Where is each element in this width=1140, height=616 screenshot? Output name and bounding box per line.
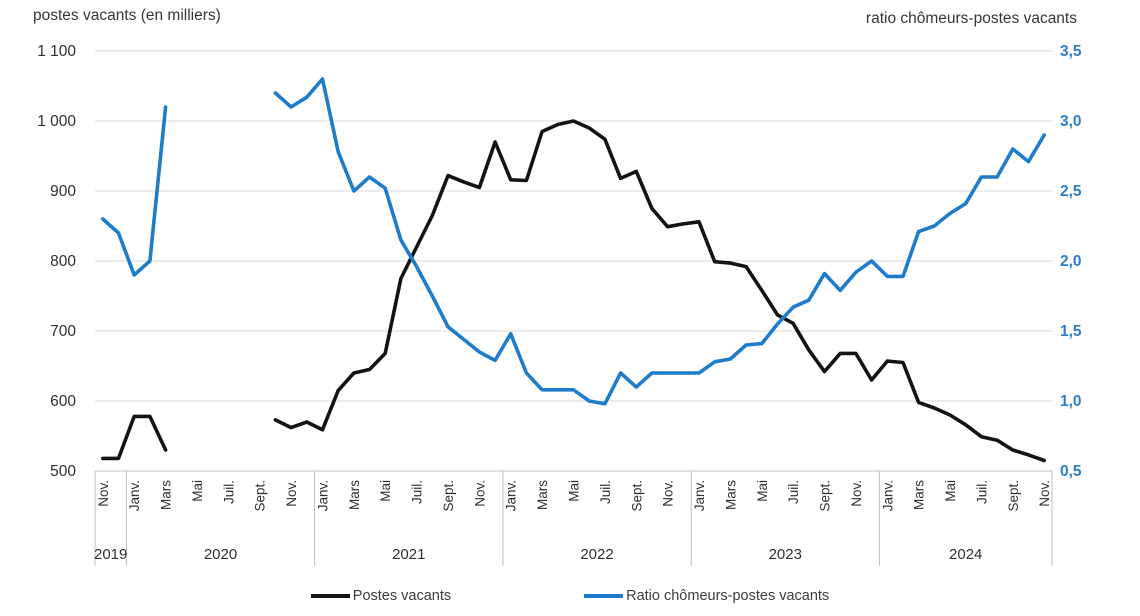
legend-item-postes-vacants: Postes vacants	[310, 588, 452, 604]
year-label: 2019	[94, 546, 127, 563]
series-line-postes-vacants	[101, 119, 1046, 463]
x-axis-tick-label: Mars	[347, 480, 362, 510]
legend: Postes vacants Ratio chômeurs-postes vac…	[0, 588, 1140, 604]
x-axis-tick-label: Mai	[567, 480, 582, 502]
x-axis-tick-label: Nov.	[284, 480, 299, 507]
x-axis-tick-label: Janv.	[315, 480, 330, 511]
x-axis-tick-label: Sept.	[818, 480, 833, 512]
x-axis-tick-label: Juil.	[410, 480, 425, 504]
x-axis-tick-label: Juil.	[598, 480, 613, 504]
year-label: 2023	[769, 546, 802, 563]
x-axis-tick-label: Nov.	[1037, 480, 1052, 507]
right-axis-tick-label: 3,0	[1060, 113, 1082, 130]
left-axis-tick-label: 1 000	[37, 113, 76, 130]
legend-line-swatch-black	[310, 594, 350, 598]
x-axis-tick-label: Nov.	[96, 480, 111, 507]
x-axis-tick-label: Janv.	[880, 480, 895, 511]
x-axis-tick-labels: Nov. Janv. Mars Mai Juil. Sept. Nov. Janv. Mars M…	[96, 480, 1052, 512]
legend-item-ratio: Ratio chômeurs-postes vacants	[584, 588, 829, 604]
x-axis-tick-label: Sept.	[253, 480, 268, 512]
gridlines	[95, 50, 1052, 472]
x-axis-tick-label: Janv.	[127, 480, 142, 511]
x-axis-tick-label: Mai	[943, 480, 958, 502]
left-axis-tick-label: 1 100	[37, 43, 76, 60]
right-axis-tick-label: 1,0	[1060, 393, 1082, 410]
x-axis-tick-label: Mars	[912, 480, 927, 510]
x-axis-tick-label: Sept.	[441, 480, 456, 512]
legend-label-postes-vacants: Postes vacants	[352, 588, 452, 604]
x-axis-tick-label: Mars	[723, 480, 738, 510]
x-axis-tick-label: Mai	[190, 480, 205, 502]
x-axis-tick-label: Mai	[378, 480, 393, 502]
left-axis-tick-label: 600	[50, 393, 76, 410]
x-axis-tick-label: Mai	[755, 480, 770, 502]
year-label: 2022	[580, 546, 613, 563]
year-separators	[94, 471, 1053, 566]
x-axis-tick-label: Nov.	[849, 480, 864, 507]
year-label: 2020	[204, 546, 237, 563]
x-axis-tick-label: Juil.	[786, 480, 801, 504]
right-axis-tick-label: 3,5	[1060, 43, 1082, 60]
right-axis-tick-label: 1,5	[1060, 323, 1082, 340]
x-axis-tick-label: Sept.	[629, 480, 644, 512]
x-axis-tick-label: Sept.	[1006, 480, 1021, 512]
x-axis-tick-label: Mars	[535, 480, 550, 510]
year-label: 2024	[949, 546, 982, 563]
legend-line-swatch-blue	[584, 594, 624, 598]
series-line-ratio-ch-meurs-postes-vacants	[101, 77, 1046, 406]
x-axis-tick-label: Janv.	[504, 480, 519, 511]
right-axis-tick-labels: 0,5 1,0 1,5 2,0 2,5 3,0 3,5	[1060, 43, 1082, 480]
x-axis-tick-label: Nov.	[472, 480, 487, 507]
x-axis-tick-label: Juil.	[974, 480, 989, 504]
right-axis-title: ratio chômeurs-postes vacants	[865, 10, 1077, 27]
left-axis-tick-label: 500	[50, 463, 76, 480]
legend-label-ratio: Ratio chômeurs-postes vacants	[626, 588, 830, 604]
x-axis-tick-label: Mars	[159, 480, 174, 510]
left-axis-tick-label: 900	[50, 183, 76, 200]
x-axis-tick-label: Nov.	[661, 480, 676, 507]
right-axis-tick-label: 0,5	[1060, 463, 1082, 480]
left-axis-tick-label: 800	[50, 253, 76, 270]
year-label: 2021	[392, 546, 425, 563]
year-labels: 2019 2020 2021 2022 2023 2024	[94, 546, 982, 563]
x-axis-tick-label: Janv.	[692, 480, 707, 511]
right-axis-tick-label: 2,5	[1060, 183, 1082, 200]
left-axis-tick-labels: 500 600 700 800 900 1 000 1 100	[37, 43, 76, 480]
x-axis-tick-label: Juil.	[221, 480, 236, 504]
right-axis-tick-label: 2,0	[1060, 253, 1082, 270]
left-axis-title: postes vacants (en milliers)	[33, 7, 221, 24]
left-axis-tick-label: 700	[50, 323, 76, 340]
